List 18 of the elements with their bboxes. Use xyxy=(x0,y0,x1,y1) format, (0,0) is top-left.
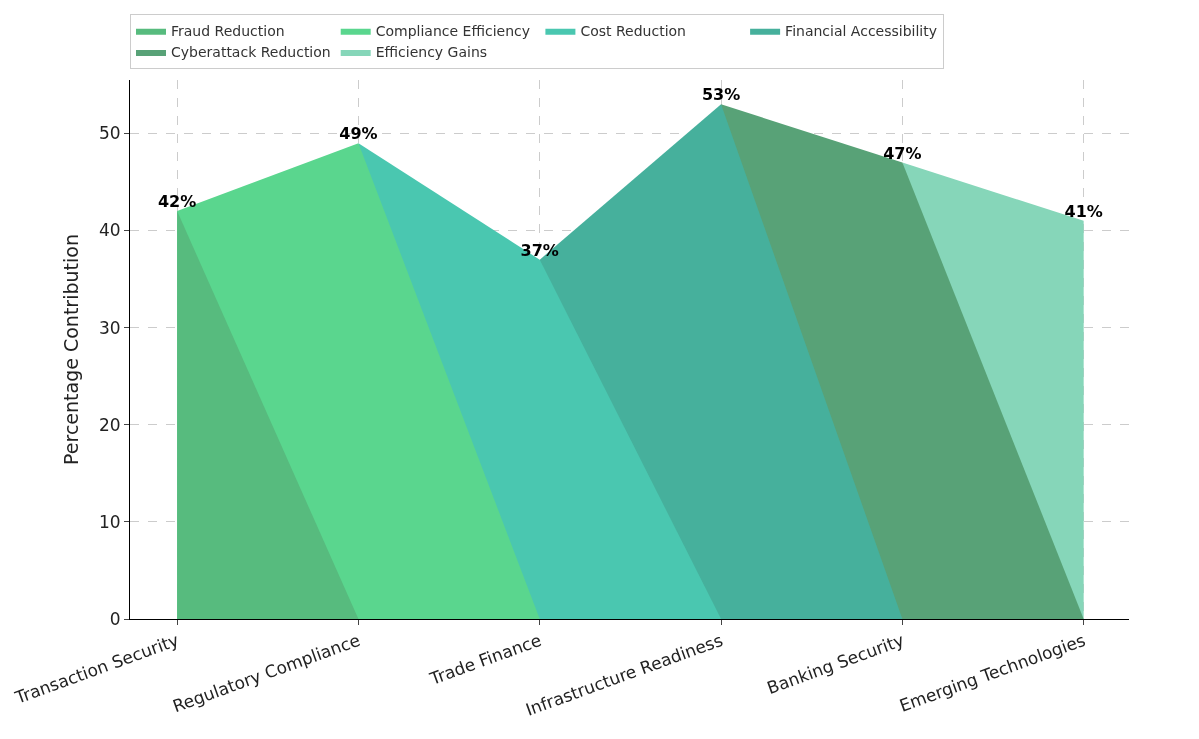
y-tick-label: 20 xyxy=(98,414,121,435)
legend-label: Efficiency Gains xyxy=(375,44,488,61)
y-tick-label: 10 xyxy=(98,511,121,532)
data-label: 47% xyxy=(883,143,922,163)
data-label: 42% xyxy=(157,192,197,212)
y-tick-label: 40 xyxy=(98,220,121,241)
data-label: 53% xyxy=(701,85,741,105)
legend-label: Cost Reduction xyxy=(580,23,686,40)
legend-label: Cyberattack Reduction xyxy=(171,44,331,61)
y-tick-label: 30 xyxy=(98,317,121,338)
legend-label: Fraud Reduction xyxy=(171,23,285,40)
legend-label: Financial Accessibility xyxy=(785,23,938,40)
legend-label: Compliance Efficiency xyxy=(375,23,530,40)
y-tick-label: 0 xyxy=(109,608,121,629)
y-axis-title: Percentage Contribution xyxy=(59,234,82,465)
data-label: 49% xyxy=(339,124,378,144)
y-tick-label: 50 xyxy=(98,123,121,144)
data-label: 41% xyxy=(1064,201,1103,221)
